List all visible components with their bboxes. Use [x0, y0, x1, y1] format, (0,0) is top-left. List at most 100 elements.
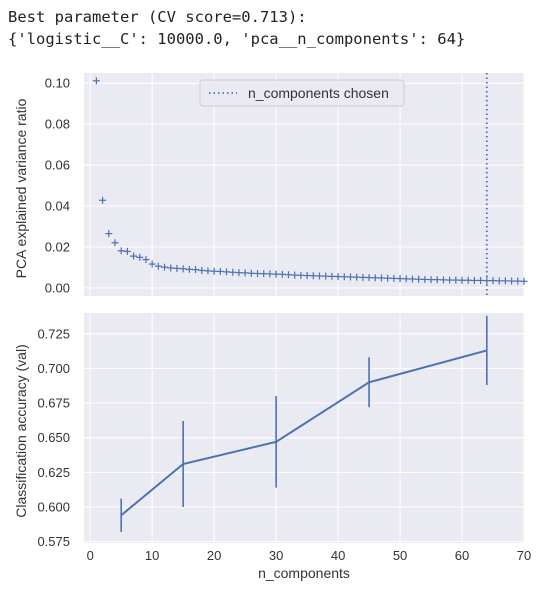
- variance-point: [136, 253, 144, 261]
- variance-point: [223, 268, 231, 276]
- legend: n_components chosen: [199, 79, 405, 107]
- variance-point: [291, 271, 299, 279]
- variance-point: [179, 265, 187, 273]
- variance-point: [501, 277, 509, 285]
- accuracy-xtick-label: 10: [145, 548, 159, 563]
- variance-point: [384, 274, 392, 282]
- variance-point: [254, 269, 262, 277]
- variance-point: [408, 275, 416, 283]
- variance-point: [495, 277, 503, 285]
- variance-ytick-label: 0.00: [45, 280, 70, 295]
- variance-point: [161, 263, 169, 271]
- variance-point: [266, 270, 274, 278]
- accuracy-xtick-label: 40: [331, 548, 345, 563]
- best-parameter-dict: {'logistic__C': 10000.0, 'pca__n_compone…: [8, 30, 466, 48]
- variance-point: [216, 267, 224, 275]
- variance-ratio-plot: 0.00 0.02 0.04 0.06 0.08 0.10 PCA explained va…: [13, 73, 528, 296]
- variance-axes-background: [84, 73, 524, 296]
- accuracy-y-axis-label: Classification accuracy (val): [13, 344, 29, 518]
- variance-point: [377, 274, 385, 282]
- accuracy-ytick-label: 0.575: [37, 534, 70, 549]
- variance-point: [520, 277, 528, 285]
- variance-point: [99, 196, 107, 204]
- variance-ytick-label: 0.10: [45, 76, 70, 91]
- variance-point: [421, 275, 429, 283]
- accuracy-xtick-label: 70: [517, 548, 531, 563]
- variance-point: [415, 275, 423, 283]
- variance-point: [390, 274, 398, 282]
- variance-point: [322, 272, 330, 280]
- variance-point: [210, 267, 218, 275]
- variance-point: [470, 276, 478, 284]
- variance-point: [123, 247, 131, 255]
- variance-point: [278, 270, 286, 278]
- variance-point: [154, 262, 162, 270]
- variance-point: [185, 265, 193, 273]
- accuracy-ytick-label: 0.675: [37, 396, 70, 411]
- variance-ytick-label: 0.06: [45, 158, 70, 173]
- variance-point: [359, 273, 367, 281]
- variance-point: [260, 270, 268, 278]
- accuracy-xtick-label: 50: [393, 548, 407, 563]
- variance-point: [514, 277, 522, 285]
- variance-point: [402, 275, 410, 283]
- accuracy-plot: 0.575 0.600 0.625 0.650 0.675 0.700 0.725 0 10 20…: [13, 313, 531, 581]
- variance-point: [303, 272, 311, 280]
- accuracy-xtick-label: 0: [87, 548, 94, 563]
- variance-point: [235, 269, 243, 277]
- variance-point: [92, 77, 100, 85]
- variance-point: [241, 269, 249, 277]
- accuracy-x-axis-label: n_components: [258, 565, 350, 581]
- variance-ytick-label: 0.02: [45, 239, 70, 254]
- variance-point: [340, 273, 348, 281]
- variance-point: [198, 266, 206, 274]
- variance-point: [204, 267, 212, 275]
- console-output: Best parameter (CV score=0.713): {'logist…: [8, 6, 465, 50]
- variance-point: [452, 276, 460, 284]
- accuracy-ytick-label: 0.700: [37, 361, 70, 376]
- variance-point: [247, 269, 255, 277]
- accuracy-xtick-label: 30: [269, 548, 283, 563]
- variance-point: [285, 271, 293, 279]
- variance-point: [297, 271, 305, 279]
- variance-point: [130, 252, 138, 260]
- variance-point: [334, 273, 342, 281]
- variance-point: [328, 272, 336, 280]
- variance-point: [458, 276, 466, 284]
- variance-point: [464, 276, 472, 284]
- variance-ytick-label: 0.04: [45, 198, 70, 213]
- variance-point: [353, 273, 361, 281]
- accuracy-xtick-label: 20: [207, 548, 221, 563]
- variance-point: [346, 273, 354, 281]
- variance-point: [192, 266, 200, 274]
- accuracy-xtick-label: 60: [455, 548, 469, 563]
- variance-point: [142, 256, 150, 264]
- best-parameter-line: Best parameter (CV score=0.713):: [8, 8, 307, 26]
- variance-point: [365, 274, 373, 282]
- variance-point: [167, 264, 175, 272]
- variance-point: [427, 276, 435, 284]
- variance-point: [477, 276, 485, 284]
- accuracy-ytick-label: 0.625: [37, 465, 70, 480]
- accuracy-ytick-label: 0.600: [37, 499, 70, 514]
- variance-y-axis-label: PCA explained variance ratio: [13, 98, 29, 278]
- variance-ytick-label: 0.08: [45, 117, 70, 132]
- variance-point: [489, 277, 497, 285]
- legend-box: [199, 79, 405, 107]
- variance-point: [272, 270, 280, 278]
- variance-point: [315, 272, 323, 280]
- accuracy-axes-background: [84, 313, 524, 543]
- variance-point: [111, 239, 119, 247]
- legend-label: n_components chosen: [248, 85, 389, 101]
- variance-point: [371, 274, 379, 282]
- variance-point: [173, 264, 181, 272]
- variance-point: [105, 230, 113, 238]
- variance-point: [148, 260, 156, 268]
- variance-point: [446, 276, 454, 284]
- variance-point: [508, 277, 516, 285]
- accuracy-ytick-label: 0.725: [37, 326, 70, 341]
- variance-point: [439, 276, 447, 284]
- variance-point: [309, 272, 317, 280]
- variance-point: [396, 275, 404, 283]
